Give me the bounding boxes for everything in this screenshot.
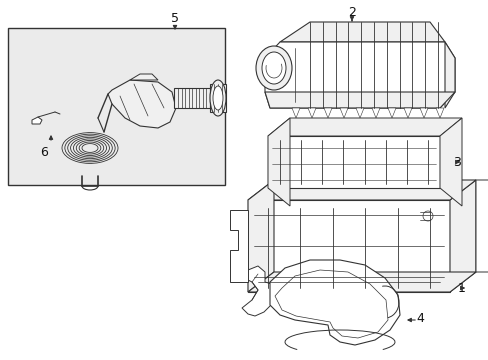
Text: 4: 4: [415, 311, 423, 324]
Polygon shape: [267, 188, 461, 206]
Polygon shape: [419, 108, 427, 118]
Polygon shape: [267, 136, 439, 188]
Polygon shape: [280, 22, 444, 42]
Polygon shape: [32, 117, 42, 124]
Polygon shape: [130, 74, 158, 80]
Polygon shape: [307, 108, 315, 118]
Polygon shape: [371, 108, 379, 118]
Polygon shape: [264, 92, 454, 108]
Polygon shape: [247, 180, 273, 292]
Polygon shape: [267, 118, 289, 206]
Polygon shape: [247, 180, 475, 200]
Polygon shape: [324, 108, 331, 118]
Polygon shape: [242, 266, 278, 316]
Polygon shape: [475, 180, 488, 272]
Polygon shape: [355, 108, 363, 118]
Text: 5: 5: [171, 12, 179, 24]
Polygon shape: [269, 260, 399, 345]
Ellipse shape: [213, 86, 223, 110]
Polygon shape: [267, 118, 461, 136]
Polygon shape: [174, 88, 209, 108]
Polygon shape: [247, 200, 449, 292]
Polygon shape: [403, 108, 411, 118]
Text: 6: 6: [40, 145, 48, 158]
Ellipse shape: [256, 46, 291, 90]
Polygon shape: [247, 272, 475, 292]
Polygon shape: [229, 210, 247, 282]
Ellipse shape: [262, 52, 285, 84]
Text: 2: 2: [347, 5, 355, 18]
Polygon shape: [435, 108, 443, 118]
Text: 1: 1: [457, 282, 465, 294]
Polygon shape: [439, 118, 461, 206]
Polygon shape: [339, 108, 347, 118]
Polygon shape: [387, 108, 395, 118]
Ellipse shape: [209, 80, 225, 116]
Polygon shape: [449, 180, 475, 292]
Text: 3: 3: [452, 156, 460, 168]
Polygon shape: [444, 42, 454, 108]
Polygon shape: [209, 84, 225, 112]
Bar: [8, 28, 224, 185]
Polygon shape: [291, 108, 299, 118]
Polygon shape: [108, 80, 176, 128]
Polygon shape: [264, 42, 454, 108]
